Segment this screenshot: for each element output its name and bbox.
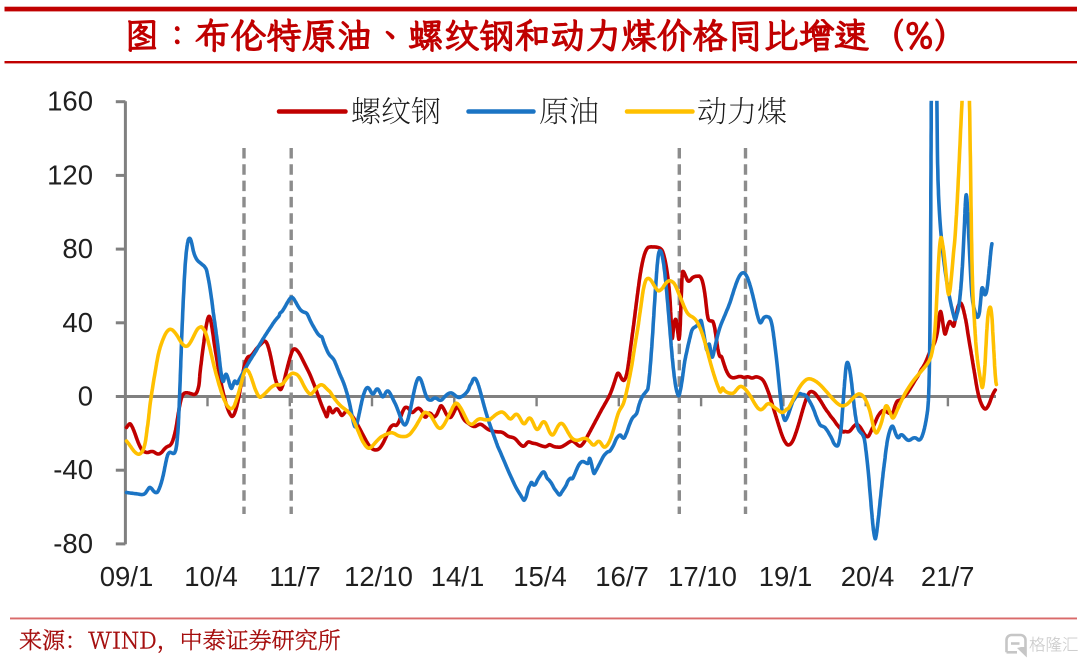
svg-text:40: 40 [62, 307, 93, 338]
svg-text:15/4: 15/4 [513, 561, 567, 592]
svg-text:16/7: 16/7 [595, 561, 649, 592]
svg-text:120: 120 [47, 159, 93, 190]
svg-text:80: 80 [62, 233, 93, 264]
svg-text:-80: -80 [53, 528, 93, 559]
svg-text:17/10: 17/10 [668, 561, 737, 592]
svg-text:160: 160 [47, 86, 93, 117]
svg-text:21/7: 21/7 [921, 561, 975, 592]
svg-text:14/1: 14/1 [431, 561, 485, 592]
svg-text:-40: -40 [53, 454, 93, 485]
svg-text:0: 0 [78, 381, 93, 412]
svg-text:09/1: 09/1 [100, 561, 154, 592]
svg-text:10/4: 10/4 [184, 561, 238, 592]
svg-text:12/10: 12/10 [344, 561, 413, 592]
svg-text:19/1: 19/1 [759, 561, 813, 592]
svg-text:11/7: 11/7 [269, 561, 320, 592]
svg-text:20/4: 20/4 [841, 561, 895, 592]
